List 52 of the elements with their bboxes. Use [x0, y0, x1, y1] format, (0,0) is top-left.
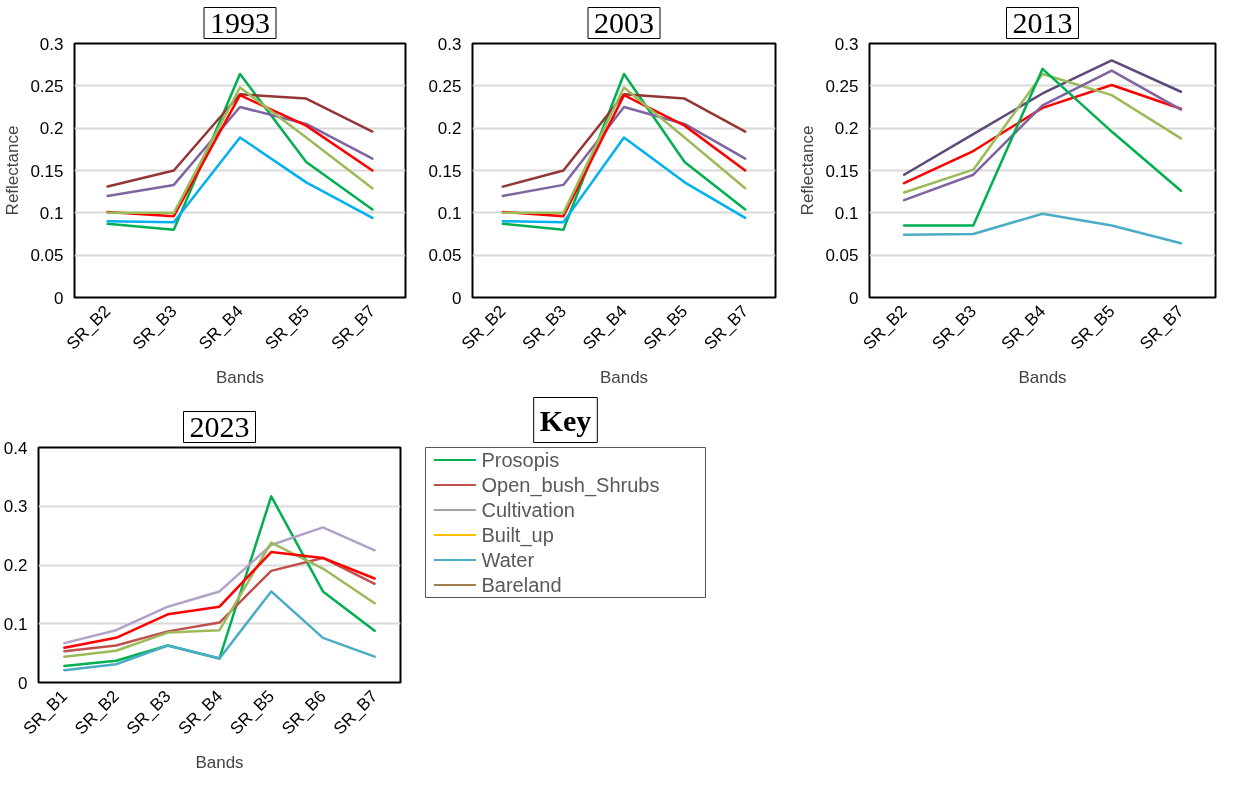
y-tick-label: 0.1 [834, 203, 859, 223]
y-tick-label: 0.4 [3, 438, 28, 458]
y-tick-label: 0.15 [30, 161, 64, 181]
chart-title: 2003 [594, 5, 654, 39]
line-series [63, 590, 376, 672]
legend-label: Bareland [481, 574, 562, 596]
legend-label: Prosopis [481, 449, 560, 471]
line-series [106, 136, 374, 224]
y-tick-label: 0.15 [825, 161, 859, 181]
y-tick-label: 0 [54, 288, 64, 308]
legend-label: Built_up [481, 524, 554, 547]
line-series [106, 93, 374, 188]
line-series [902, 212, 1183, 245]
y-tick-label: 0.25 [30, 76, 64, 96]
line-series [63, 526, 376, 645]
y-tick-label: 0.1 [3, 614, 28, 634]
legend-label: Water [481, 549, 535, 571]
line-series [902, 59, 1183, 176]
y-tick-label: 0.05 [30, 246, 64, 266]
y-tick-label: 0.15 [428, 161, 462, 181]
x-axis-title: Bands [195, 753, 244, 773]
y-tick-label: 0.2 [834, 119, 859, 139]
y-tick-label: 0.1 [39, 203, 64, 223]
y-tick-label: 0 [452, 288, 462, 308]
chart-title: 2013 [1012, 5, 1073, 39]
y-tick-label: 0.2 [39, 119, 64, 139]
x-axis-title: Bands [599, 368, 649, 388]
y-tick-label: 0.25 [825, 76, 859, 96]
line-series [501, 93, 747, 188]
legend-label: Cultivation [481, 499, 575, 521]
y-tick-label: 0.25 [428, 76, 462, 96]
y-axis-title: Reflectance [3, 125, 23, 216]
y-tick-label: 0.1 [437, 203, 462, 223]
y-tick-label: 0.2 [437, 119, 462, 139]
text: Key [539, 403, 592, 437]
y-tick-label: 0 [18, 673, 28, 693]
legend-label: Open_bush_Shrubs [481, 474, 660, 497]
x-axis-title: Bands [215, 368, 265, 388]
chart-title: 2023 [189, 409, 250, 443]
y-tick-label: 0.2 [3, 556, 28, 575]
y-tick-label: 0.05 [428, 246, 462, 266]
line-series [902, 67, 1183, 227]
y-axis-title: Reflectance [798, 125, 818, 216]
chart-title: 1993 [210, 5, 270, 39]
y-tick-label: 0.3 [834, 34, 859, 54]
y-tick-label: 0 [849, 288, 859, 308]
y-tick-label: 0.3 [437, 34, 462, 54]
y-tick-label: 0.3 [3, 497, 28, 517]
y-tick-label: 0.05 [825, 246, 859, 266]
x-axis-title: Bands [1018, 368, 1067, 388]
line-series [501, 136, 747, 224]
y-tick-label: 0.3 [39, 34, 64, 54]
